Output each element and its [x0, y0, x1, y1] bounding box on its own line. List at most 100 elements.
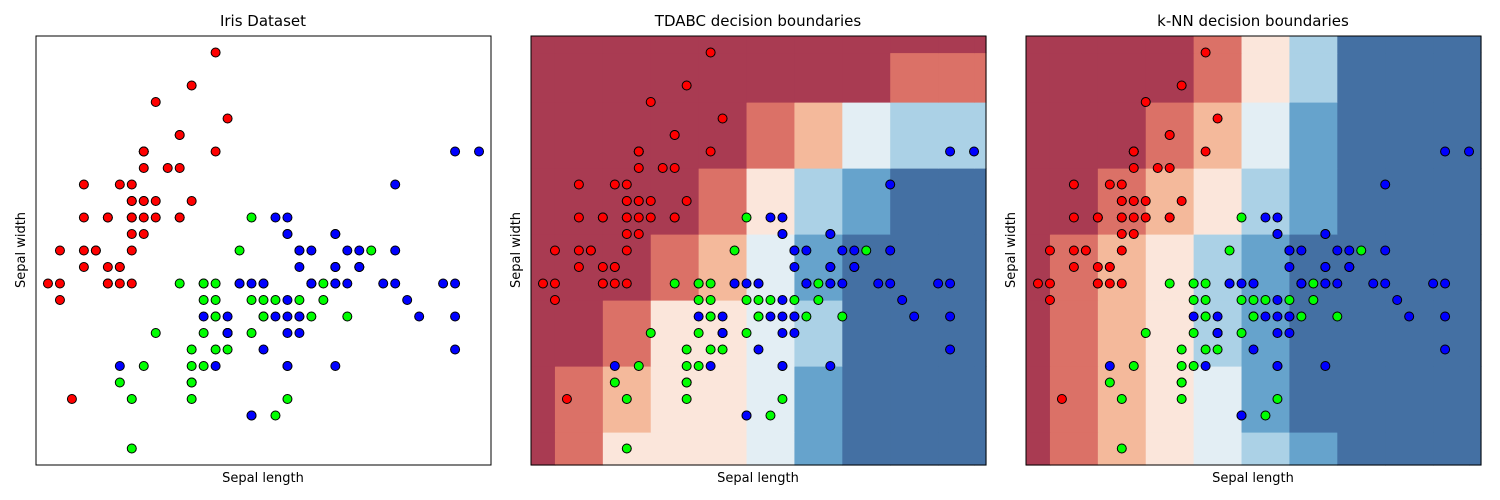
data-point-class-2: [1212, 311, 1223, 322]
data-point-class-2: [390, 245, 401, 256]
region-cell: [698, 432, 748, 466]
region-cell: [698, 168, 748, 235]
data-point-class-2: [402, 295, 413, 305]
data-point-class-2: [897, 295, 908, 305]
data-point-class-1: [777, 394, 788, 404]
data-point-class-0: [681, 196, 692, 206]
data-point-class-1: [1236, 295, 1247, 305]
region-cell: [1469, 102, 1482, 169]
data-point-class-1: [645, 328, 656, 338]
data-point-class-1: [741, 328, 752, 338]
data-point-class-2: [1248, 344, 1259, 355]
data-point-class-1: [1260, 410, 1271, 421]
data-point-class-2: [1236, 410, 1247, 421]
region-cell: [698, 36, 748, 54]
data-point-class-0: [1128, 212, 1139, 223]
data-point-class-2: [246, 278, 257, 289]
data-point-class-2: [969, 146, 980, 157]
data-point-class-1: [282, 394, 293, 404]
data-point-class-1: [1176, 361, 1187, 371]
data-point-class-0: [705, 47, 716, 58]
data-point-class-0: [645, 212, 656, 223]
region-cell: [794, 432, 843, 466]
data-point-class-2: [825, 229, 836, 239]
data-point-class-2: [282, 212, 293, 223]
data-point-class-2: [1236, 278, 1247, 289]
data-point-class-0: [621, 245, 632, 256]
data-point-class-2: [246, 410, 257, 421]
panel-2-title: TDABC decision boundaries: [654, 12, 862, 30]
data-point-class-1: [681, 344, 692, 355]
region-cell: [1241, 432, 1291, 466]
data-point-class-2: [354, 245, 365, 256]
data-point-class-2: [789, 262, 800, 272]
data-point-class-2: [390, 179, 401, 190]
region-cell: [602, 52, 652, 103]
data-point-class-1: [813, 278, 824, 289]
data-point-class-1: [234, 245, 245, 256]
data-point-class-1: [210, 295, 221, 305]
region-cell: [1433, 366, 1470, 433]
region-cell: [1097, 36, 1147, 54]
data-point-class-0: [126, 212, 137, 223]
data-point-class-1: [1188, 328, 1199, 338]
region-cell: [842, 366, 891, 433]
data-point-class-0: [609, 262, 620, 272]
region-cell: [698, 234, 748, 301]
region-cell: [890, 432, 939, 466]
data-point-class-1: [1248, 311, 1259, 322]
data-point-class-0: [1212, 113, 1223, 124]
data-point-class-2: [1296, 245, 1307, 256]
data-point-class-0: [150, 196, 161, 206]
data-point-class-1: [813, 295, 824, 305]
data-point-class-1: [1104, 377, 1115, 388]
data-point-class-1: [222, 344, 233, 355]
region-cell: [531, 366, 556, 433]
data-point-class-1: [1356, 245, 1367, 256]
region-cell: [1241, 52, 1291, 103]
data-point-class-0: [621, 196, 632, 206]
data-point-class-2: [1200, 361, 1211, 371]
region-cell: [1385, 36, 1434, 54]
data-point-class-0: [126, 229, 137, 239]
data-point-class-0: [717, 113, 728, 124]
panel-1-ylabel: Sepal width: [14, 212, 29, 288]
data-point-class-1: [705, 311, 716, 322]
region-cell: [1469, 36, 1482, 54]
data-point-class-1: [693, 361, 704, 371]
data-point-class-0: [1116, 229, 1127, 239]
data-point-class-1: [1128, 361, 1139, 371]
region-cell: [602, 36, 652, 54]
data-point-class-2: [933, 278, 944, 289]
data-point-class-1: [258, 311, 269, 322]
data-point-class-0: [597, 262, 608, 272]
region-cell: [746, 102, 796, 169]
region-cell: [746, 234, 796, 301]
panel-tdabc: TDABC decision boundaries Sepal length S…: [509, 12, 987, 486]
data-point-class-0: [597, 278, 608, 289]
data-point-class-1: [186, 377, 197, 388]
data-point-class-2: [1212, 328, 1223, 338]
data-point-class-1: [1236, 212, 1247, 223]
data-point-class-2: [414, 311, 425, 322]
data-point-class-0: [1104, 262, 1115, 272]
data-point-class-1: [318, 278, 329, 289]
region-cell: [602, 102, 652, 169]
data-point-class-2: [1272, 295, 1283, 305]
data-point-class-2: [438, 278, 449, 289]
data-point-class-1: [717, 344, 728, 355]
region-cell: [1145, 366, 1195, 433]
data-point-class-2: [198, 311, 209, 322]
region-cell: [1097, 52, 1147, 103]
region-cell: [1049, 432, 1099, 466]
region-cell: [1289, 432, 1338, 466]
data-point-class-0: [1056, 394, 1067, 404]
data-point-class-2: [282, 311, 293, 322]
data-point-class-2: [837, 245, 848, 256]
data-point-class-2: [729, 278, 740, 289]
region-cell: [1385, 52, 1434, 103]
data-point-class-2: [837, 278, 848, 289]
data-point-class-1: [198, 295, 209, 305]
data-point-class-2: [114, 361, 125, 371]
region-cell: [1337, 366, 1386, 433]
